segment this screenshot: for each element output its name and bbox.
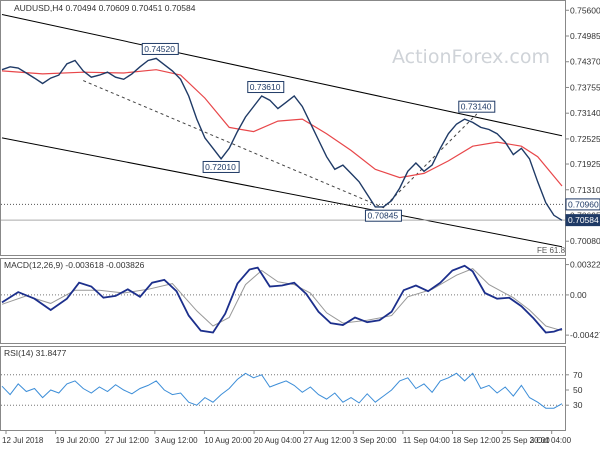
swing-label-box: [202, 160, 240, 173]
x-tick-label: 18 Sep 12:00: [452, 436, 500, 445]
macd-tick-label: 0.00: [570, 290, 587, 300]
y-tick-label: 0.74370: [570, 57, 600, 67]
ema-line: [1, 69, 563, 187]
macd-line: [1, 264, 563, 334]
swing-label-box: [458, 100, 496, 113]
price-tag-text: 0.70584: [568, 215, 599, 225]
watermark: ActionForex.com: [392, 46, 550, 68]
price-tag-box: [565, 198, 600, 211]
swing-label-box: [247, 81, 285, 94]
y-tick-label: 0.75600: [570, 5, 600, 15]
swing-label-text: 0.70845: [367, 211, 398, 221]
swing-label-text: 0.73610: [250, 82, 281, 92]
swing-label-box: [141, 42, 179, 55]
y-tick-label: 0.73140: [570, 108, 600, 118]
x-tick-label: 3 Aug 12:00: [155, 436, 198, 445]
macd-tick-label: 0.003227: [570, 260, 600, 270]
macd-panel: 0.003227 0.00 -0.004275: [1, 260, 600, 340]
y-tick-label: 0.72525: [570, 134, 600, 144]
dashed-trendline: [83, 80, 478, 209]
macd-label: MACD(12,26,9) -0.003618 -0.003826: [4, 260, 145, 270]
price-line: [1, 57, 563, 221]
x-tick-label: 20 Aug 04:00: [254, 436, 302, 445]
rsi-tick-label: 30: [573, 400, 583, 410]
main-price-panel: 0.75600 0.74985 0.74370 0.73755 0.73140 0.725…: [1, 5, 600, 248]
main-panel-frame: [0, 0, 566, 256]
x-tick-label: 3 Oct 04:00: [530, 436, 572, 445]
swing-label-text: 0.74520: [144, 44, 175, 54]
y-tick-label: 0.71925: [570, 159, 600, 169]
x-tick-label: 12 Jul 2018: [2, 436, 44, 445]
x-tick-label: 19 Jul 20:00: [56, 436, 100, 445]
x-tick-label: 27 Jul 12:00: [105, 436, 149, 445]
macd-tick-label: -0.004275: [570, 330, 600, 340]
swing-label-box: [364, 209, 402, 222]
x-axis: 12 Jul 2018 19 Jul 20:00 27 Jul 12:00 3 Aug…: [2, 431, 572, 445]
rsi-tick-label: 50: [573, 385, 583, 395]
x-tick-label: 25 Sep 20:00: [502, 436, 550, 445]
y-tick-label: 0.71310: [570, 185, 600, 195]
rsi-line: [1, 372, 563, 409]
fib-label: FE 61.8: [537, 246, 566, 255]
x-tick-label: 11 Sep 04:00: [403, 436, 451, 445]
swing-label-text: 0.72010: [205, 162, 236, 172]
upper-channel-line: [1, 14, 563, 137]
x-tick-label: 10 Aug 20:00: [204, 436, 252, 445]
rsi-tick-label: 70: [573, 370, 583, 380]
macd-signal-line: [1, 268, 563, 332]
macd-panel-frame: [0, 258, 566, 344]
rsi-panel-frame: [0, 346, 566, 431]
y-tick-label: 0.73755: [570, 82, 600, 92]
x-tick-label: 3 Sep 20:00: [353, 436, 397, 445]
symbol-info: AUDUSD,H4 0.70494 0.70609 0.70451 0.7058…: [14, 3, 196, 13]
price-tag-text: 0.70960: [568, 199, 599, 209]
rsi-label: RSI(14) 31.8477: [4, 348, 67, 358]
swing-label-text: 0.73140: [461, 102, 492, 112]
lower-channel-line: [1, 137, 563, 248]
y-tick-label: 0.70080: [570, 236, 600, 246]
y-tick-label: 0.74985: [570, 31, 600, 41]
rsi-panel: 70 50 30: [1, 370, 583, 410]
x-tick-label: 27 Aug 12:00: [304, 436, 352, 445]
price-tag-box: [565, 214, 600, 227]
